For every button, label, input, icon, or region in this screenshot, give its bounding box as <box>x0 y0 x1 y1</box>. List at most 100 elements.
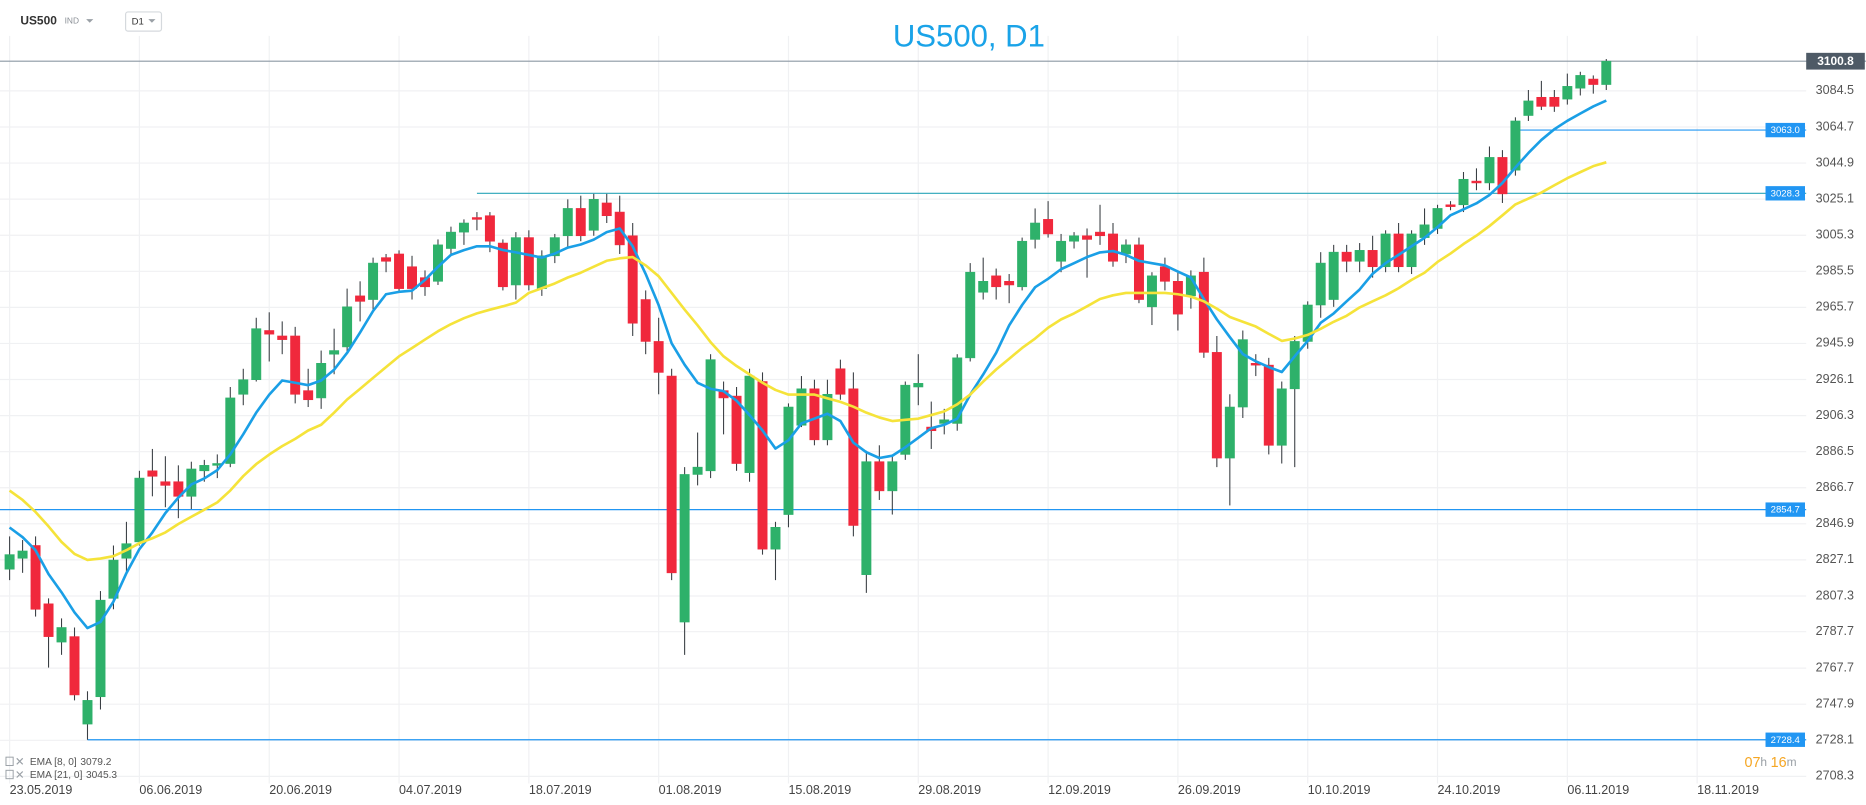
candle-body <box>355 295 366 302</box>
candle-body <box>1367 250 1378 268</box>
candle-body <box>1056 240 1067 262</box>
x-tick-label: 18.11.2019 <box>1697 783 1759 797</box>
y-tick-label: 2787.7 <box>1816 624 1854 638</box>
candle-body <box>1536 96 1547 107</box>
candle-body <box>835 368 846 395</box>
candle-body <box>887 461 898 492</box>
candle-body <box>588 199 599 231</box>
candle-body <box>653 341 664 373</box>
candle-body <box>303 390 314 401</box>
y-tick-label: 2965.7 <box>1816 300 1854 314</box>
candle-body <box>1588 78 1599 85</box>
toolbar: US500 IND D1 <box>20 11 163 32</box>
candle-body <box>744 375 755 473</box>
candle-body <box>264 330 275 335</box>
y-tick-label: 3025.1 <box>1816 191 1854 205</box>
candle-body <box>523 237 534 286</box>
candle-body <box>1458 178 1469 206</box>
y-tick-label: 2807.3 <box>1816 588 1854 602</box>
candle-body <box>627 235 638 324</box>
y-tick-label: 2906.3 <box>1816 408 1854 422</box>
level-box <box>1765 502 1805 517</box>
candle-body <box>1341 251 1352 262</box>
candle-body <box>1601 60 1612 85</box>
x-tick-label: 18.07.2019 <box>529 783 592 797</box>
y-tick-label: 2708.3 <box>1816 769 1854 783</box>
level-label: 2728.4 <box>1771 735 1801 746</box>
timer-m: m <box>1787 755 1797 769</box>
interval-select[interactable] <box>124 11 163 32</box>
candle-body <box>251 328 262 381</box>
ema-line <box>8 99 1607 630</box>
candle-body <box>1017 240 1028 288</box>
candle-body <box>731 395 742 464</box>
x-tick-label: 01.08.2019 <box>659 783 722 797</box>
y-tick-label: 2926.1 <box>1816 372 1854 386</box>
dropdown-caret[interactable] <box>86 19 94 23</box>
level-label: 3028.3 <box>1771 188 1800 199</box>
x-tick-label: 26.09.2019 <box>1178 783 1241 797</box>
x-tick-label: 23.05.2019 <box>10 783 73 797</box>
x-tick-label: 10.10.2019 <box>1308 783 1371 797</box>
candle-body <box>1510 120 1521 171</box>
legend-close <box>16 757 24 765</box>
x-tick-label: 29.08.2019 <box>918 783 981 797</box>
x-tick-label: 06.11.2019 <box>1567 783 1629 797</box>
timer-minutes: 16 <box>1771 755 1787 771</box>
candle-body <box>1393 233 1404 268</box>
candle-body <box>95 599 106 698</box>
candle-body <box>1082 235 1093 240</box>
candle-body <box>536 255 547 289</box>
candle-body <box>1198 271 1209 353</box>
candle-body <box>1497 157 1508 195</box>
candle-body <box>1562 86 1573 100</box>
candle-body <box>549 237 560 257</box>
candle-body <box>1406 233 1417 268</box>
candle-body <box>368 262 379 300</box>
candle-body <box>991 275 1002 288</box>
ema-line <box>8 161 1607 562</box>
candle-body <box>290 335 301 395</box>
candle-body <box>1004 281 1015 286</box>
candle-body <box>4 554 15 570</box>
x-tick-label: 04.07.2019 <box>399 783 462 797</box>
x-tick-label: 24.10.2019 <box>1438 783 1501 797</box>
y-tick-label: 2846.9 <box>1816 516 1854 530</box>
x-tick-label: 15.08.2019 <box>788 783 851 797</box>
legend-entry: EMA [21, 0] 3045.3 <box>30 770 118 781</box>
legend: EMA [8, 0] 3079.2 EMA [21, 0] 3045.3 <box>5 757 118 781</box>
candle-body <box>69 636 80 696</box>
candle-body <box>445 231 456 249</box>
y-tick-label: 3005.3 <box>1816 228 1854 242</box>
candle-body <box>978 281 989 293</box>
candle-body <box>1133 244 1144 300</box>
candle-body <box>30 545 41 610</box>
candle-body <box>1069 235 1080 242</box>
candle-body <box>1471 180 1482 184</box>
price-label: 3100.8 <box>1817 54 1854 68</box>
candle-body <box>1237 339 1248 408</box>
level-box <box>1765 732 1805 747</box>
candle-body <box>1263 364 1274 446</box>
candle-body <box>510 237 521 286</box>
candle-body <box>1484 157 1495 184</box>
symbol[interactable]: US500 <box>20 14 57 28</box>
candle-body <box>848 388 859 526</box>
candle-body <box>692 466 703 475</box>
candle-body <box>381 257 392 262</box>
candle-body <box>329 350 340 355</box>
candle-body <box>43 603 54 637</box>
y-tick-label: 3084.5 <box>1816 83 1854 97</box>
candle-body <box>783 406 794 515</box>
level-box <box>1765 186 1805 201</box>
candle-body <box>1328 251 1339 300</box>
candle-body <box>199 465 210 472</box>
y-tick-label: 2866.7 <box>1816 480 1854 494</box>
chart-title: US500, D1 <box>893 18 1045 53</box>
candle-body <box>861 461 872 575</box>
candle-body <box>484 215 495 242</box>
candle-body <box>770 526 781 550</box>
candle-body <box>56 627 67 643</box>
